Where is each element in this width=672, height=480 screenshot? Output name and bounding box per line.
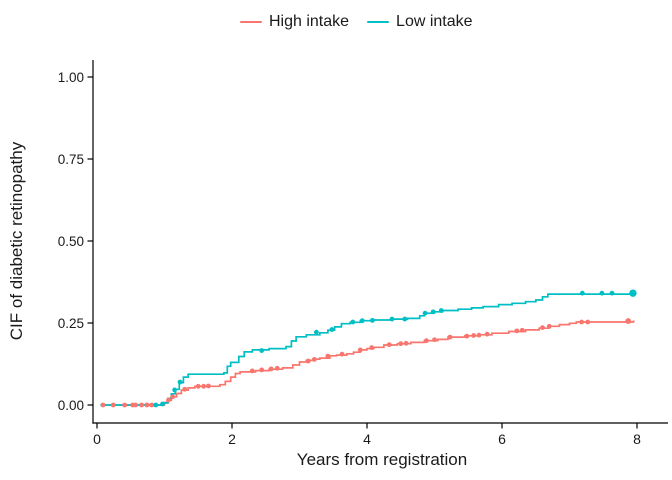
censor-mark-high-intake — [144, 402, 150, 408]
censor-mark-high-intake — [170, 394, 176, 400]
censor-mark-high-intake — [484, 331, 490, 337]
censor-mark-high-intake — [110, 402, 116, 408]
censor-mark-high-intake — [432, 337, 437, 343]
y-tick-label: 0.50 — [58, 234, 84, 249]
censor-mark-high-intake — [476, 332, 482, 338]
censor-mark-low-intake — [259, 348, 265, 353]
end-marker-high-intake — [625, 318, 632, 324]
censor-mark-high-intake — [139, 402, 144, 408]
x-tick-label: 8 — [633, 431, 641, 447]
censor-mark-low-intake — [172, 387, 178, 393]
censor-mark-low-intake — [402, 316, 408, 322]
x-tick-label: 6 — [498, 431, 506, 447]
censor-mark-high-intake — [357, 347, 363, 353]
end-marker-low-intake — [629, 289, 637, 297]
censor-mark-high-intake — [122, 402, 128, 408]
censor-mark-high-intake — [305, 358, 311, 364]
curve-high-intake — [100, 320, 635, 406]
y-tick-label: 1.00 — [58, 70, 84, 85]
y-tick-label: 0.75 — [58, 152, 84, 167]
censor-mark-high-intake — [386, 342, 392, 348]
censor-mark-high-intake — [339, 351, 345, 357]
censor-mark-low-intake — [609, 290, 615, 296]
censor-mark-low-intake — [370, 317, 375, 323]
legend-item-low-intake: Low intake — [367, 11, 473, 33]
censor-mark-high-intake — [398, 341, 404, 347]
censor-mark-high-intake — [369, 345, 375, 350]
censor-mark-low-intake — [359, 318, 365, 324]
censor-mark-high-intake — [546, 323, 552, 329]
y-tick-label: 0.00 — [58, 398, 84, 413]
legend: High intake Low intake — [240, 11, 473, 33]
censor-mark-low-intake — [153, 402, 159, 408]
censor-mark-low-intake — [329, 327, 335, 332]
censor-mark-high-intake — [100, 402, 106, 408]
censor-mark-high-intake — [201, 383, 207, 389]
censor-mark-low-intake — [350, 319, 356, 325]
censor-mark-high-intake — [149, 402, 155, 408]
censor-mark-high-intake — [519, 327, 525, 333]
legend-label: High intake — [269, 13, 350, 30]
y-tick-label: 0.25 — [58, 316, 84, 331]
censor-mark-high-intake — [205, 383, 211, 389]
x-tick-label: 2 — [228, 431, 236, 447]
censor-mark-high-intake — [579, 319, 585, 325]
censor-mark-high-intake — [464, 333, 470, 339]
censor-mark-high-intake — [585, 319, 591, 325]
censor-mark-high-intake — [311, 357, 317, 362]
censor-mark-high-intake — [471, 333, 477, 338]
y-axis-title: CIF of diabetic retinopathy — [7, 141, 26, 340]
censor-mark-high-intake — [424, 338, 429, 344]
censor-mark-low-intake — [177, 379, 183, 385]
censor-mark-high-intake — [447, 334, 453, 340]
censor-mark-low-intake — [313, 329, 319, 335]
x-axis-title: Years from registration — [297, 450, 467, 469]
censor-mark-low-intake — [422, 310, 428, 316]
legend-label: Low intake — [396, 13, 473, 30]
legend-key-line-high — [240, 20, 262, 24]
censor-mark-high-intake — [133, 402, 138, 408]
censor-mark-high-intake — [259, 367, 265, 373]
censor-mark-high-intake — [195, 383, 201, 389]
censor-mark-low-intake — [438, 308, 444, 313]
x-tick-label: 4 — [363, 431, 371, 447]
censor-mark-low-intake — [160, 401, 165, 407]
legend-item-high-intake: High intake — [240, 11, 349, 33]
censor-mark-high-intake — [514, 328, 520, 334]
censor-mark-low-intake — [430, 309, 436, 315]
censor-mark-high-intake — [403, 340, 409, 346]
censor-mark-low-intake — [579, 290, 585, 296]
censor-mark-high-intake — [166, 397, 171, 403]
censor-mark-high-intake — [268, 366, 274, 372]
censor-mark-high-intake — [249, 368, 255, 374]
legend-key-line-low — [367, 20, 390, 24]
censor-mark-high-intake — [540, 325, 545, 330]
censor-mark-high-intake — [325, 353, 331, 359]
censor-mark-low-intake — [389, 316, 395, 322]
x-tick-label: 0 — [93, 431, 101, 447]
censor-mark-high-intake — [182, 386, 188, 392]
censor-mark-high-intake — [274, 365, 280, 371]
censor-mark-low-intake — [599, 290, 605, 296]
